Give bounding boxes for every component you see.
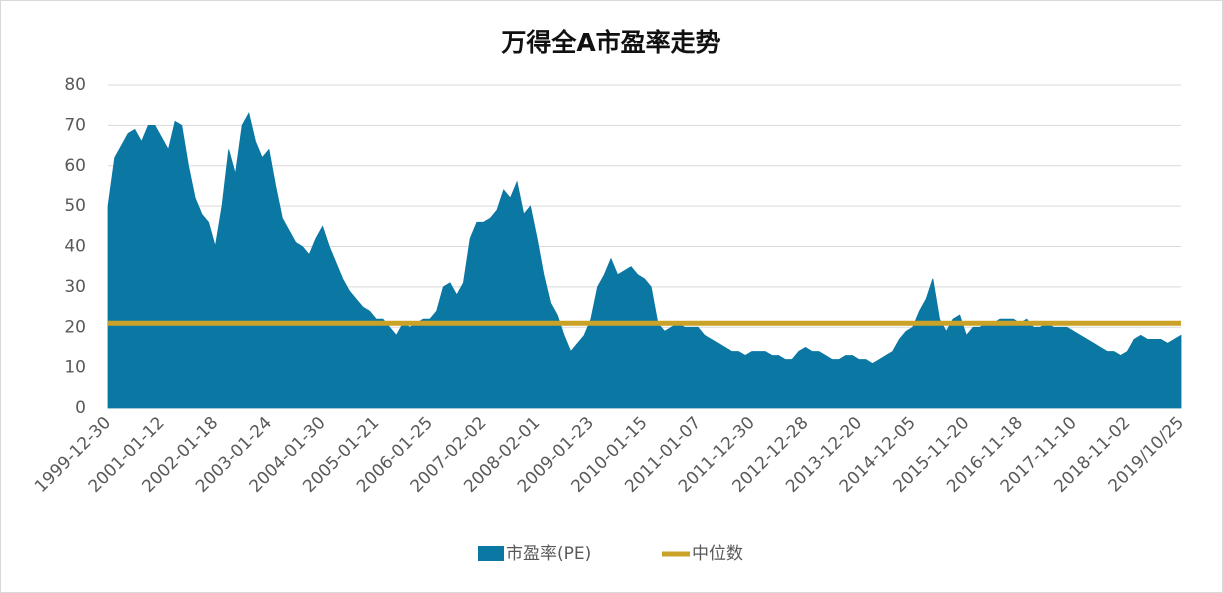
legend-label: 市盈率(PE): [506, 544, 591, 564]
legend-swatch: [478, 546, 504, 561]
chart-title: 万得全A市盈率走势: [501, 28, 720, 57]
y-tick-label: 50: [64, 196, 86, 216]
y-tick-label: 70: [64, 115, 86, 135]
y-tick-label: 20: [64, 317, 86, 337]
y-tick-label: 60: [64, 156, 86, 176]
y-tick-label: 40: [64, 237, 86, 257]
y-tick-label: 10: [64, 358, 86, 378]
y-tick-label: 30: [64, 277, 86, 297]
y-tick-label: 80: [64, 75, 86, 95]
y-tick-label: 0: [75, 398, 86, 418]
legend-label: 中位数: [692, 544, 743, 564]
